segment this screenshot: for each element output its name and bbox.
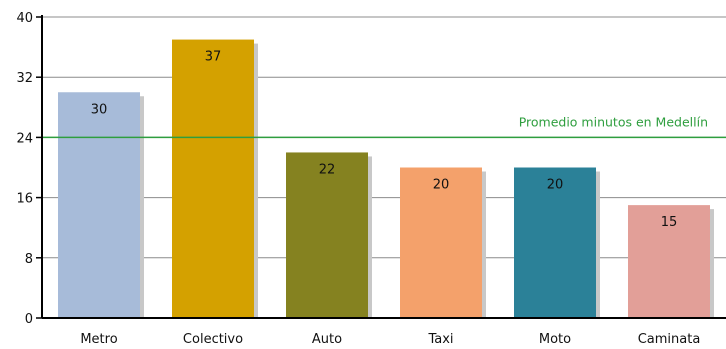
value-labels: 30 37 22 20 20 15	[91, 50, 678, 231]
y-tick-label: 40	[16, 11, 33, 26]
y-tick-label: 0	[25, 312, 33, 327]
bar-auto	[286, 152, 368, 318]
y-tick-labels: 0 8 16 24 32 40	[16, 11, 42, 327]
bar-taxi	[400, 167, 482, 318]
axes	[41, 15, 726, 319]
category-labels: Metro Colectivo Auto Taxi Moto Caminata	[80, 332, 700, 347]
bar-moto	[514, 167, 596, 318]
reference-line-group: Promedio minutos en Medellín	[42, 114, 726, 139]
bars	[58, 39, 714, 318]
bar-metro	[58, 92, 140, 318]
value-label: 30	[91, 102, 108, 117]
bar-colectivo	[172, 39, 254, 318]
category-label: Colectivo	[183, 332, 243, 347]
category-label: Auto	[312, 332, 342, 347]
value-label: 20	[433, 178, 450, 193]
value-label: 15	[661, 215, 678, 230]
value-label: 37	[205, 50, 222, 65]
value-label: 22	[319, 162, 336, 177]
bar-caminata	[628, 205, 710, 318]
category-label: Metro	[80, 332, 117, 347]
category-label: Taxi	[427, 332, 453, 347]
average-reference-label: Promedio minutos en Medellín	[519, 114, 708, 129]
y-tick-label: 32	[16, 71, 33, 86]
value-label: 20	[547, 178, 564, 193]
y-tick-label: 8	[25, 252, 33, 267]
y-tick-label: 24	[16, 131, 33, 146]
category-label: Moto	[539, 332, 571, 347]
category-label: Caminata	[638, 332, 701, 347]
y-tick-label: 16	[16, 192, 33, 207]
